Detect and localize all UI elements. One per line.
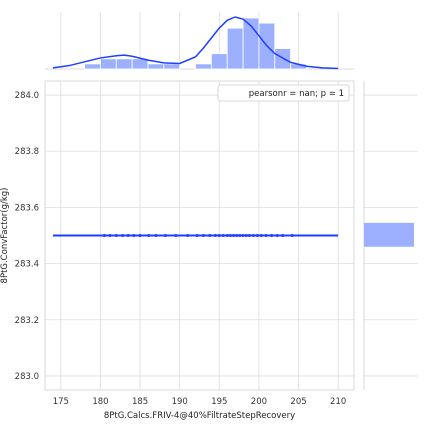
x-marginal-kde-line <box>52 16 339 70</box>
x-marginal-bar <box>163 63 181 70</box>
main-plot-frame <box>44 80 355 391</box>
x-marginal-bar <box>226 27 244 70</box>
x-tick-label: 185 <box>132 397 148 407</box>
y-tick-label: 283.6 <box>15 203 39 213</box>
x-tick-label: 200 <box>251 397 267 407</box>
x-marginal-panel <box>45 12 354 70</box>
y-tick-label: 283.0 <box>15 372 39 382</box>
x-marginal-bar <box>84 63 101 70</box>
y-marginal-bar <box>364 222 414 247</box>
x-marginal-bar <box>210 53 228 70</box>
y-tick-label: 283.2 <box>15 316 39 326</box>
y-axis-title: 8PtG.ConvFactor(g/kg) <box>0 188 10 284</box>
x-tick-label: 205 <box>290 397 306 407</box>
legend: pearsonr = nan; p = 1 <box>217 84 350 102</box>
legend-box <box>217 84 350 102</box>
x-axis-title: 8PtG.Calcs.FRIV-4@40%FiltrateStepRecover… <box>104 411 295 421</box>
y-marginal-panel <box>363 81 418 390</box>
x-tick-label: 195 <box>211 397 227 407</box>
x-marginal-bar <box>147 63 165 70</box>
x-tick-label: 180 <box>92 397 108 407</box>
x-marginal-bar <box>100 58 117 70</box>
x-tick-label: 210 <box>330 397 346 407</box>
x-tick-labels: 175 180 185 190 195 200 205 210 <box>53 397 347 407</box>
x-tick-label: 190 <box>172 397 188 407</box>
joint-main-panel: 175 180 185 190 195 200 205 210 283.0 283.2 283.4… <box>15 80 355 407</box>
x-marginal-bar <box>115 58 133 70</box>
y-tick-labels: 283.0 283.2 283.4 283.6 283.8 284.0 <box>15 91 39 382</box>
x-tick-label: 175 <box>53 397 69 407</box>
main-gridlines <box>45 81 354 390</box>
x-marginal-bar <box>195 63 212 70</box>
y-tick-label: 283.4 <box>15 260 39 270</box>
legend-text: pearsonr = nan; p = 1 <box>249 89 344 99</box>
y-tick-label: 283.8 <box>15 147 39 157</box>
y-tick-label: 284.0 <box>15 91 39 101</box>
x-marginal-bar <box>274 48 292 70</box>
